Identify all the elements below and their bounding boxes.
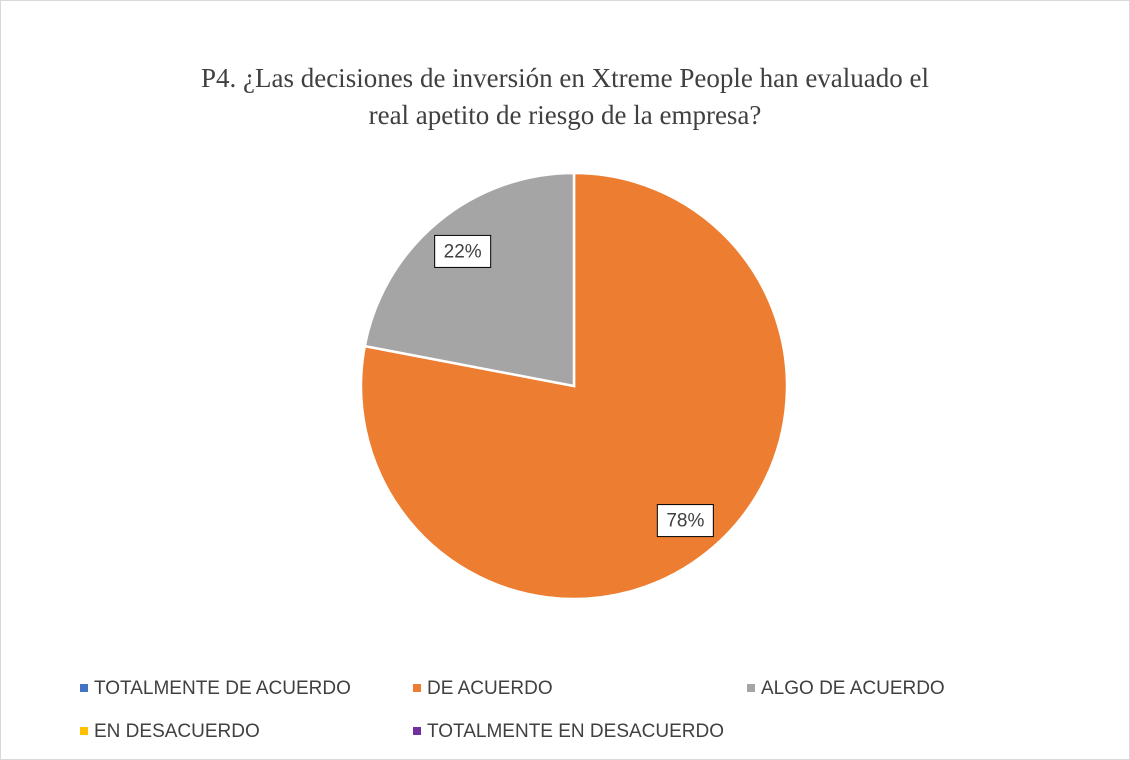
legend-label: TOTALMENTE EN DESACUERDO <box>427 721 724 742</box>
legend-label: TOTALMENTE DE ACUERDO <box>94 678 351 699</box>
pie-slice <box>363 171 576 388</box>
legend-swatch <box>413 684 421 692</box>
legend-swatch <box>80 684 88 692</box>
legend-label: DE ACUERDO <box>427 678 553 699</box>
legend-label: EN DESACUERDO <box>94 721 260 742</box>
chart-title: P4. ¿Las decisiones de inversión en Xtre… <box>200 63 930 130</box>
data-label-box <box>656 504 714 538</box>
legend-swatch <box>413 727 421 735</box>
data-label: 78% <box>666 511 704 532</box>
legend-swatch <box>80 727 88 735</box>
legend-label: ALGO DE ACUERDO <box>761 678 945 699</box>
data-label-box <box>434 234 492 268</box>
legend-swatch <box>747 684 755 692</box>
data-label: 22% <box>444 241 482 262</box>
